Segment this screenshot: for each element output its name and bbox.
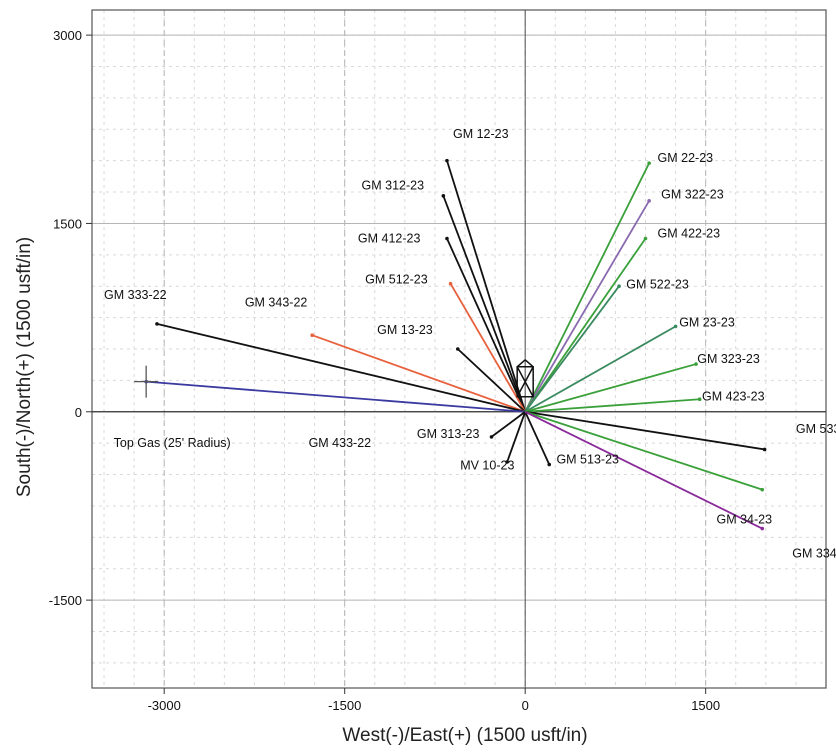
well-label: GM 334-23	[792, 546, 836, 560]
well-label: GM 533-23	[796, 422, 836, 436]
wellbore-line	[524, 363, 697, 413]
wellbore-toe-point	[445, 158, 449, 163]
wellbore-toe-point	[697, 397, 702, 402]
well-label: GM 412-23	[358, 231, 421, 245]
wellbore-line	[442, 195, 527, 413]
well-label: GM 22-23	[658, 151, 714, 165]
wellbore-line	[524, 410, 763, 530]
wellbore-line	[156, 323, 526, 413]
wellbore-toe-point	[155, 322, 159, 326]
x-tick-label: 1500	[691, 698, 720, 713]
wellbore-toe-point	[448, 281, 453, 286]
wellbore-line	[524, 200, 650, 413]
wellbore-toe-point	[455, 347, 460, 351]
plot-frame	[91, 9, 827, 689]
well-label: GM 422-23	[658, 226, 721, 240]
wellbore-toe-point	[643, 236, 648, 241]
y-axis-title: South(-)/North(+) (1500 usft/in)	[14, 237, 35, 497]
wellbore-line	[457, 348, 526, 413]
wellbore-line	[524, 237, 647, 413]
wellbore-line	[524, 410, 763, 491]
well-label: GM 12-23	[453, 127, 509, 141]
wellbore-toe-point	[505, 460, 509, 464]
wellbore-toe-point	[647, 199, 651, 203]
wellbore-toe-point	[760, 487, 765, 492]
wellbore-toe-point	[762, 447, 767, 452]
wellbore-toe-point	[547, 462, 552, 467]
wellbore-toe-point	[617, 284, 621, 289]
grid	[92, 10, 827, 688]
y-tick-label: 0	[75, 405, 82, 420]
wellbore-line	[524, 325, 677, 413]
y-tick-label: 1500	[53, 216, 82, 231]
y-tick-label: 3000	[53, 28, 82, 43]
well-label: GM 513-23	[556, 452, 619, 466]
wellbore-toe-point	[673, 324, 678, 329]
x-tick-label: 0	[522, 698, 529, 713]
wellbore-line	[524, 411, 551, 465]
well-labels: GM 12-23 GM 312-23 GM 412-23 GM 512-23 GM 13…	[104, 127, 836, 560]
wellbore-line	[146, 380, 526, 413]
well-label: GM 522-23	[626, 278, 689, 292]
wellbore-line	[524, 285, 620, 413]
well-label: GM 433-22	[309, 436, 372, 450]
x-tick-label: -1500	[328, 698, 361, 713]
series	[134, 158, 767, 531]
wellbore-line	[525, 410, 765, 451]
wellbore-line	[506, 411, 527, 463]
well-label: GM 343-22	[245, 295, 308, 309]
wellbore-toe-point	[760, 526, 765, 531]
well-label: GM 34-23	[717, 513, 773, 527]
wellbore-line	[525, 398, 700, 413]
well-label: GM 512-23	[365, 273, 428, 287]
wellbore-toe-point	[694, 362, 698, 366]
wellbore-line	[311, 334, 526, 413]
wellbore-line	[446, 238, 527, 413]
well-label: GM 23-23	[679, 315, 735, 329]
well-label: GM 322-23	[661, 187, 724, 201]
well-label: GM 312-23	[362, 179, 425, 193]
x-tick-label: -3000	[148, 698, 181, 713]
well-label: MV 10-23	[460, 459, 514, 473]
y-tick-label: -1500	[49, 593, 82, 608]
axes: -3000 -1500 0 1500 3000 1500 0 -1500	[49, 9, 827, 713]
wellbore-toe-point	[445, 236, 449, 241]
wellbore-toe-point	[647, 161, 651, 165]
well-label: GM 333-22	[104, 288, 167, 302]
wellbore-toe-point	[310, 333, 315, 337]
wellbore-line	[449, 283, 526, 413]
wellbore-toe-point	[441, 194, 446, 198]
well-label: GM 313-23	[417, 427, 480, 441]
wellbore-line	[524, 162, 650, 413]
x-axis-title: West(-)/East(+) (1500 usft/in)	[342, 725, 587, 746]
well-pad-symbol	[516, 359, 534, 398]
well-label: GM 423-23	[702, 389, 765, 403]
annotation-label: Top Gas (25' Radius)	[114, 436, 231, 450]
wellbore-toe-point	[489, 435, 494, 439]
wellbore-line	[490, 411, 526, 438]
well-label: GM 13-23	[377, 323, 433, 337]
wellbore-line	[446, 160, 527, 413]
well-label: GM 323-23	[697, 352, 760, 366]
